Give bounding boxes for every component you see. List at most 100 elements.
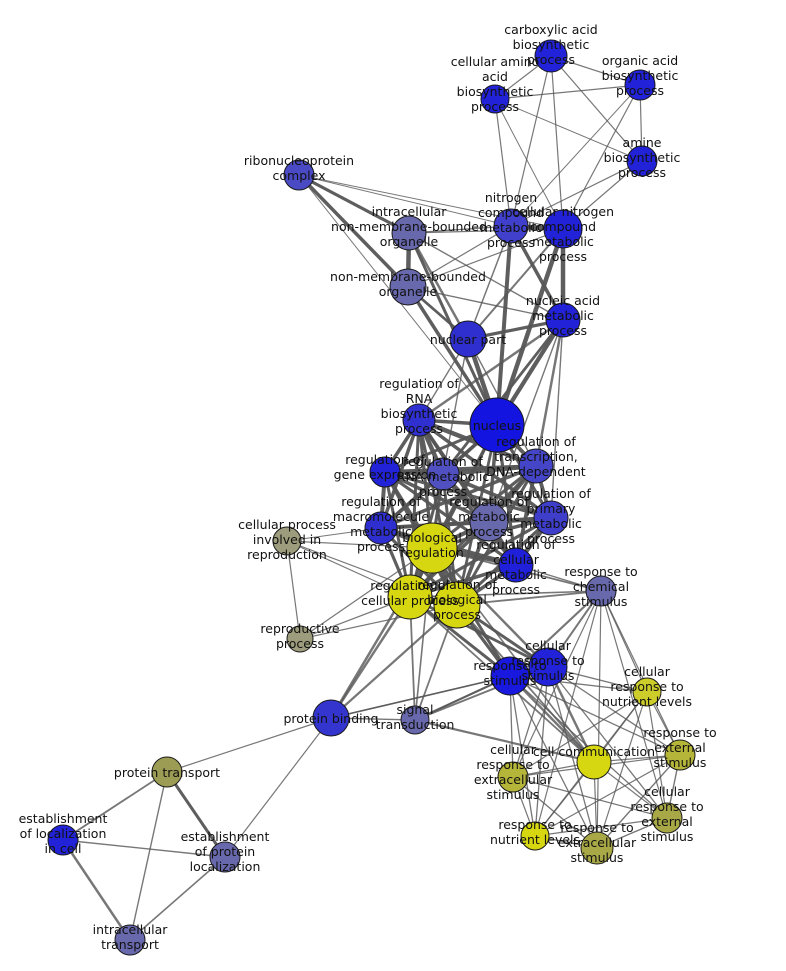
graph-edge xyxy=(442,338,469,475)
graph-edge xyxy=(407,286,564,321)
graph-edge xyxy=(509,675,598,849)
graph-edge xyxy=(510,55,552,227)
graph-node[interactable] xyxy=(664,739,696,771)
graph-node[interactable] xyxy=(387,574,433,620)
graph-edge xyxy=(299,604,458,640)
graph-node-label: regulation of RNA biosynthetic process xyxy=(379,376,459,436)
graph-node[interactable] xyxy=(272,526,302,556)
graph-edge xyxy=(441,319,565,475)
graph-node[interactable] xyxy=(626,145,658,177)
graph-node-label: cellular response to stimulus xyxy=(511,638,584,683)
graph-edge xyxy=(596,590,602,849)
graph-node[interactable] xyxy=(364,511,398,545)
graph-node-label: regulation of cellular metabolic process xyxy=(476,537,556,597)
graph-node[interactable] xyxy=(493,208,529,244)
graph-node-label: cellular response to nutrient levels xyxy=(602,664,692,709)
graph-node[interactable] xyxy=(312,699,350,737)
graph-edge xyxy=(62,839,226,858)
graph-node[interactable] xyxy=(518,448,554,484)
graph-node-label: regulation of primary metabolic process xyxy=(511,486,591,546)
graph-node-label: nuclear part xyxy=(430,332,506,347)
graph-edge xyxy=(550,55,564,230)
graph-node[interactable] xyxy=(534,39,568,73)
graph-node[interactable] xyxy=(406,522,458,574)
graph-node[interactable] xyxy=(585,575,617,607)
graph-node[interactable] xyxy=(632,677,662,707)
graph-node[interactable] xyxy=(520,821,550,851)
graph-edge xyxy=(509,675,681,756)
graph-node[interactable] xyxy=(543,209,583,249)
graph-node[interactable] xyxy=(114,924,146,956)
graph-edge xyxy=(61,839,132,941)
graph-node[interactable] xyxy=(497,761,529,793)
graph-node-label: intracellular non-membrane-bounded organel… xyxy=(331,204,487,249)
graph-node-label: regulation of metabolic process xyxy=(449,494,529,539)
graph-node-label: cellular amino acid biosynthetic process xyxy=(451,54,540,114)
graph-node-label: regulation of biological process xyxy=(417,577,497,622)
graph-edge xyxy=(329,596,412,719)
graph-node[interactable] xyxy=(480,84,510,114)
graph-edge xyxy=(408,419,421,598)
graph-edge xyxy=(509,675,536,837)
graph-node[interactable] xyxy=(47,824,79,856)
graph-node-label: nucleus xyxy=(473,418,521,433)
graph-edge xyxy=(62,771,168,841)
graph-node[interactable] xyxy=(624,69,656,101)
graph-node-label: protein binding xyxy=(283,711,378,726)
graph-edge xyxy=(166,717,332,773)
graph-node[interactable] xyxy=(469,502,509,542)
graph-node-label: response to extracellular stimulus xyxy=(558,820,637,865)
graph-node[interactable] xyxy=(400,705,430,735)
graph-edge xyxy=(431,547,549,668)
graph-edge xyxy=(299,547,433,640)
graph-edge xyxy=(129,771,168,941)
graph-node[interactable] xyxy=(402,403,436,437)
graph-node-label: signal transduction xyxy=(376,702,455,732)
graph-node-label: response to chemical stimulus xyxy=(564,564,637,609)
graph-node-label: cellular response to external stimulus xyxy=(630,784,703,844)
graph-node-label: organic acid biosynthetic process xyxy=(602,53,679,98)
graph-node[interactable] xyxy=(528,647,568,687)
graph-node[interactable] xyxy=(426,457,460,491)
graph-node[interactable] xyxy=(449,320,487,358)
graph-node-label: biological regulation xyxy=(400,530,464,560)
graph-edge xyxy=(129,856,226,941)
graph-node-label: reproductive process xyxy=(260,621,340,651)
graph-node[interactable] xyxy=(283,159,315,191)
graph-edge xyxy=(509,225,565,321)
graph-edge xyxy=(408,228,564,234)
graph-node[interactable] xyxy=(469,397,525,453)
graph-node[interactable] xyxy=(580,831,614,865)
graph-node[interactable] xyxy=(498,547,534,583)
graph-node[interactable] xyxy=(151,756,183,788)
graph-node[interactable] xyxy=(651,802,683,834)
graph-node[interactable] xyxy=(490,656,530,696)
graph-edge xyxy=(456,590,602,606)
graph-node-label: protein transport xyxy=(114,765,220,780)
graph-edge xyxy=(600,590,668,819)
graph-node[interactable] xyxy=(533,500,569,536)
graph-node[interactable] xyxy=(433,581,481,629)
graph-node-label: response to nutrient levels xyxy=(490,817,580,847)
graph-edge xyxy=(510,160,643,227)
graph-node-label: establishment of localization in cell xyxy=(19,811,108,856)
graph-node[interactable] xyxy=(391,215,427,251)
graph-edge xyxy=(298,173,410,235)
graph-edge xyxy=(547,666,681,756)
graph-node[interactable] xyxy=(286,625,314,653)
graph-edge xyxy=(329,547,434,719)
graph-edge xyxy=(494,98,512,227)
graph-node-label: ribonucleoprotein complex xyxy=(244,153,354,183)
graph-edge xyxy=(509,590,602,677)
graph-node[interactable] xyxy=(389,268,427,306)
graph-edge xyxy=(380,464,537,530)
graph-node[interactable] xyxy=(369,456,401,488)
graph-node[interactable] xyxy=(209,841,241,873)
graph-edge xyxy=(408,232,564,321)
graph-edge xyxy=(596,691,648,849)
graph-edge xyxy=(286,540,301,640)
graph-node[interactable] xyxy=(576,744,612,780)
graph-edge xyxy=(494,84,641,100)
graph-edge xyxy=(550,55,643,162)
graph-node[interactable] xyxy=(545,302,581,338)
